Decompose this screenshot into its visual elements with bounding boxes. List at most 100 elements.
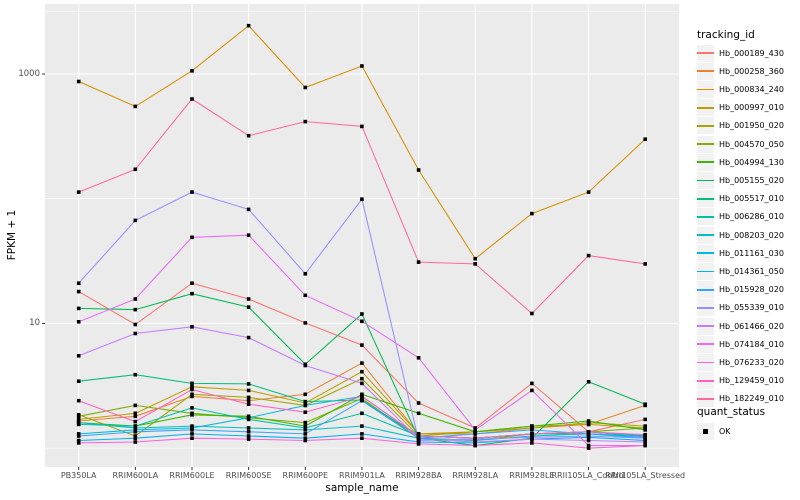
data-point-marker <box>190 387 194 392</box>
data-point-marker <box>303 426 308 430</box>
data-point-marker <box>76 281 81 285</box>
data-point-marker <box>246 335 251 340</box>
data-point-marker <box>190 381 194 386</box>
legend-key-line-icon <box>697 270 714 273</box>
data-point-marker <box>586 446 591 450</box>
data-point-marker <box>530 428 534 432</box>
data-point-marker <box>246 233 251 237</box>
legend-key-line-icon <box>697 161 714 164</box>
data-point-marker <box>303 392 308 397</box>
data-point-marker <box>133 372 138 377</box>
data-point-marker <box>190 385 194 389</box>
legend-item-label: Hb_076233_020 <box>719 358 784 367</box>
y-tick-label: 1000 <box>18 69 40 79</box>
legend-key-line-icon <box>697 379 714 382</box>
legend-key-box <box>697 153 714 171</box>
data-point-marker <box>416 442 421 446</box>
data-point-marker <box>360 436 364 440</box>
legend-item-Hb_000834_240: Hb_000834_240 <box>690 81 800 99</box>
data-point-marker <box>133 307 138 312</box>
data-point-marker <box>360 312 364 316</box>
data-point-marker <box>416 260 421 264</box>
data-point-marker <box>643 440 647 444</box>
legend-item-Hb_000189_430: Hb_000189_430 <box>690 44 800 63</box>
legend-key-line-icon <box>697 124 714 127</box>
data-point-marker <box>246 430 251 434</box>
data-point-marker <box>133 430 138 434</box>
data-point-marker <box>246 382 251 386</box>
data-point-marker <box>360 361 364 365</box>
legend-key-line-icon <box>697 106 714 109</box>
data-point-marker <box>133 434 138 438</box>
legend-item-Hb_129459_010: Hb_129459_010 <box>690 372 800 390</box>
legend-key-line-icon <box>697 343 714 346</box>
legend-item-Hb_008203_020: Hb_008203_020 <box>690 226 800 245</box>
data-point-marker <box>133 104 138 109</box>
data-point-marker <box>360 411 364 416</box>
data-point-marker <box>133 322 138 327</box>
x-tick-label-RRIM600SE: RRIM600SE <box>225 471 272 480</box>
data-point-marker <box>473 436 477 440</box>
data-point-marker <box>190 406 194 410</box>
data-point-marker <box>643 432 647 437</box>
x-tick-label-RRIM901LA: RRIM901LA <box>339 471 385 480</box>
data-point-marker <box>586 419 591 423</box>
data-point-marker <box>303 272 308 276</box>
data-point-marker <box>303 399 308 404</box>
data-point-marker <box>530 311 534 316</box>
data-point-marker <box>360 392 364 397</box>
data-point-marker <box>190 424 194 428</box>
data-point-marker <box>133 403 138 408</box>
legend-item-label: Hb_000834_240 <box>719 85 784 94</box>
data-point-marker <box>360 398 364 403</box>
data-point-marker <box>360 319 364 324</box>
y-tick-label: 10 <box>29 318 40 329</box>
legend-key-line-icon <box>697 288 714 291</box>
legend-key-box <box>697 244 714 262</box>
legend-item-Hb_061466_020: Hb_061466_020 <box>690 317 800 336</box>
legend-item-label: OK <box>719 427 731 436</box>
data-point-marker <box>360 197 364 201</box>
data-point-marker <box>76 289 81 294</box>
data-point-marker <box>360 343 364 347</box>
data-point-marker <box>643 262 647 266</box>
data-point-marker <box>190 281 194 285</box>
x-tick-label-RRIM600LE: RRIM600LE <box>169 471 215 480</box>
data-point-marker <box>190 69 194 73</box>
x-tick-label-RRIM928LE: RRIM928LE <box>509 471 555 480</box>
data-point-marker <box>530 426 534 430</box>
legend-key-box <box>697 281 714 299</box>
legend-item-label: Hb_000997_010 <box>719 103 784 113</box>
legend-key-box <box>697 390 714 408</box>
data-point-marker <box>360 124 364 129</box>
legend-item-label: Hb_000189_430 <box>719 48 784 58</box>
data-point-marker <box>76 441 81 445</box>
legend: tracking_id Hb_000189_430 Hb_000258_360 Hb… <box>690 0 800 500</box>
legend-key-box <box>697 226 714 244</box>
legend-key-box <box>697 190 714 208</box>
data-point-marker <box>530 388 534 393</box>
legend-item-label: Hb_006286_010 <box>719 212 784 222</box>
legend-key-line-icon <box>697 361 714 364</box>
x-tick-label-RRIM600PE: RRIM600PE <box>282 471 329 480</box>
data-point-marker <box>303 363 308 368</box>
legend-item-label: Hb_004994_130 <box>719 157 784 167</box>
data-point-marker <box>586 430 591 434</box>
data-point-marker <box>133 411 138 416</box>
data-point-marker <box>133 167 138 172</box>
data-point-marker <box>303 410 308 414</box>
data-point-marker <box>586 380 591 384</box>
data-point-marker <box>360 376 364 381</box>
data-point-marker <box>190 432 194 436</box>
legend-item-label: Hb_055339_010 <box>719 303 784 313</box>
legend-key-line-icon <box>697 197 714 200</box>
legend-item-label: Hb_005517_010 <box>719 194 784 204</box>
data-point-marker <box>246 402 251 406</box>
data-point-marker <box>76 438 81 443</box>
data-point-marker <box>133 218 138 223</box>
legend-key-line-icon <box>697 70 714 73</box>
legend-key-line-icon <box>697 234 714 236</box>
legend-item-Hb_001950_020: Hb_001950_020 <box>690 117 800 135</box>
data-point-marker <box>133 414 138 419</box>
data-point-marker <box>416 432 421 436</box>
